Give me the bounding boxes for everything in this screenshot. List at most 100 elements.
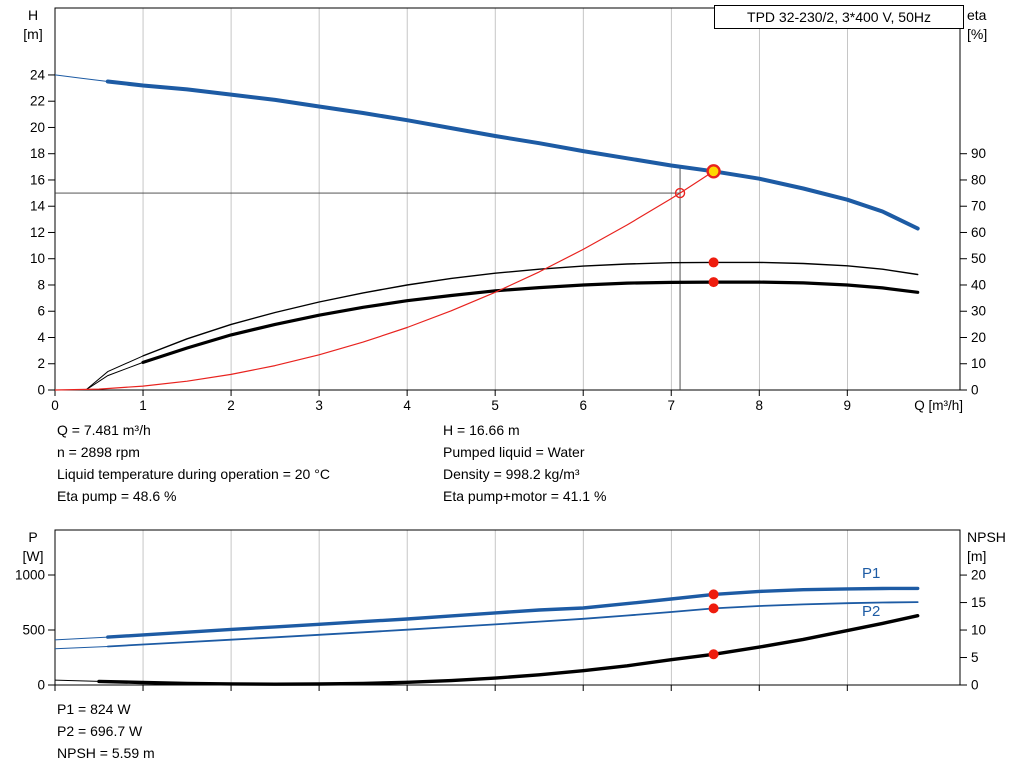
result-liquid: Pumped liquid = Water: [443, 444, 585, 460]
result-eta-total: Eta pump+motor = 41.1 %: [443, 488, 607, 504]
power-npsh-chart: 0 500 1000 P [W] 0 5 10 15 20 NPSH [m] P1 P2: [15, 529, 1006, 693]
svg-text:4: 4: [37, 330, 45, 345]
result-npsh: NPSH = 5.59 m: [57, 745, 155, 761]
npsh-point: [708, 649, 719, 660]
y-axis-npsh: 0 5 10 15 20 NPSH [m]: [960, 529, 1006, 693]
eta-pump-motor-point: [708, 277, 719, 288]
svg-text:10: 10: [971, 356, 986, 371]
svg-text:7: 7: [667, 398, 675, 413]
svg-text:40: 40: [971, 277, 986, 292]
h-curve: [105, 79, 920, 231]
svg-text:2: 2: [37, 356, 45, 371]
pump-model-label: TPD 32-230/2, 3*400 V, 50Hz: [747, 9, 931, 25]
p1-curve-lead: [54, 636, 108, 641]
p2-curve: [106, 601, 919, 648]
p2-point: [708, 603, 719, 614]
result-head: H = 16.66 m: [443, 422, 520, 438]
svg-text:8: 8: [37, 277, 45, 292]
pump-model-box: TPD 32-230/2, 3*400 V, 50Hz: [714, 5, 964, 29]
eta-pump-curve: [142, 261, 919, 357]
p2-curve-lead: [54, 646, 108, 650]
svg-text:22: 22: [30, 94, 45, 109]
eta-pump-motor-curve-lead: [85, 361, 144, 391]
svg-text:20: 20: [971, 330, 986, 345]
svg-text:2: 2: [227, 398, 235, 413]
result-temperature: Liquid temperature during operation = 20…: [57, 466, 330, 482]
svg-text:5: 5: [971, 650, 979, 665]
p1-label: P1: [862, 565, 880, 582]
svg-text:0: 0: [37, 383, 45, 398]
svg-text:3: 3: [315, 398, 323, 413]
svg-text:1: 1: [139, 398, 147, 413]
svg-text:[%]: [%]: [967, 26, 987, 42]
result-p2: P2 = 696.7 W: [57, 723, 143, 739]
svg-text:9: 9: [844, 398, 852, 413]
svg-text:6: 6: [37, 304, 45, 319]
svg-text:50: 50: [971, 251, 986, 266]
h-curve-lead: [54, 74, 108, 82]
y-axis-eta: 0 10 20 30 40 50 60 70 80 90 eta [%]: [960, 7, 987, 398]
svg-text:30: 30: [971, 304, 986, 319]
x-axis: 0 1 2 3 4 5 6 7 8 9 Q [m³/h]: [51, 390, 963, 413]
svg-text:20: 20: [971, 568, 986, 583]
p2-label: P2: [862, 603, 880, 620]
eta-pump-point: [708, 257, 719, 268]
svg-text:15: 15: [971, 595, 986, 610]
x-axis: [54, 685, 848, 691]
result-flow: Q = 7.481 m³/h: [57, 422, 151, 438]
svg-text:70: 70: [971, 199, 986, 214]
svg-text:NPSH: NPSH: [967, 529, 1006, 545]
svg-text:P: P: [28, 529, 37, 545]
svg-text:0: 0: [971, 678, 979, 693]
eta-pump-motor-curve: [141, 280, 920, 364]
svg-text:0: 0: [971, 383, 979, 398]
svg-text:80: 80: [971, 172, 986, 187]
duty-point-marker: [706, 164, 721, 179]
svg-text:24: 24: [30, 67, 46, 82]
result-eta-pump: Eta pump = 48.6 %: [57, 488, 177, 504]
results-top-right: H = 16.66 m Pumped liquid = Water Densit…: [443, 419, 606, 507]
p1-point: [708, 589, 719, 600]
svg-text:[W]: [W]: [23, 548, 44, 564]
svg-text:H: H: [28, 7, 38, 23]
results-top-left: Q = 7.481 m³/h n = 2898 rpm Liquid tempe…: [57, 419, 330, 507]
svg-text:20: 20: [30, 120, 45, 135]
svg-text:eta: eta: [967, 7, 987, 23]
svg-text:10: 10: [30, 251, 45, 266]
svg-text:8: 8: [756, 398, 764, 413]
svg-text:0: 0: [51, 398, 59, 413]
svg-text:[m]: [m]: [23, 26, 42, 42]
svg-text:5: 5: [491, 398, 499, 413]
y-axis-p: 0 500 1000 P [W]: [15, 529, 55, 693]
plot-border: [54, 529, 961, 686]
svg-text:500: 500: [22, 622, 45, 637]
svg-text:4: 4: [403, 398, 411, 413]
gridlines: [142, 8, 848, 390]
system-curve: [54, 170, 714, 391]
svg-text:12: 12: [30, 225, 45, 240]
svg-text:14: 14: [30, 199, 46, 214]
eta-pump-curve-lead: [85, 355, 144, 391]
result-density: Density = 998.2 kg/m³: [443, 466, 580, 482]
result-speed: n = 2898 rpm: [57, 444, 140, 460]
svg-text:60: 60: [971, 225, 986, 240]
p1-curve: [106, 586, 920, 639]
svg-text:[m]: [m]: [967, 548, 986, 564]
svg-text:1000: 1000: [15, 567, 45, 582]
svg-text:90: 90: [971, 146, 986, 161]
svg-text:10: 10: [971, 623, 986, 638]
x-axis-title: Q [m³/h]: [914, 398, 963, 413]
svg-text:6: 6: [579, 398, 587, 413]
svg-text:0: 0: [37, 678, 45, 693]
npsh-curve-lead: [54, 679, 100, 682]
results-bottom: P1 = 824 W P2 = 696.7 W NPSH = 5.59 m: [57, 698, 155, 764]
npsh-curve: [97, 614, 920, 686]
rated-point-marker: [674, 187, 686, 199]
svg-text:18: 18: [30, 146, 45, 161]
result-p1: P1 = 824 W: [57, 701, 131, 717]
svg-text:16: 16: [30, 172, 45, 187]
plot-border: [54, 7, 961, 391]
